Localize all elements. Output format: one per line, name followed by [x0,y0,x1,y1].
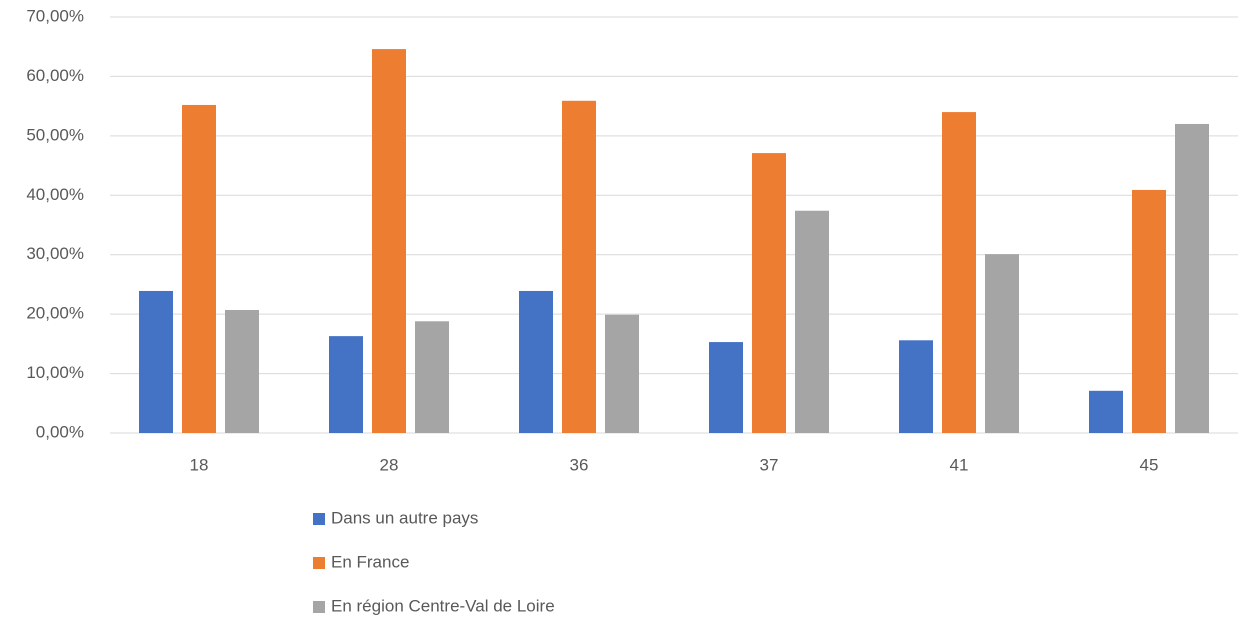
y-tick-label: 0,00% [36,422,84,441]
x-tick-label: 45 [1140,455,1159,474]
legend-swatch [313,557,325,569]
legend-swatch [313,513,325,525]
bar [225,309,259,433]
bar [329,336,363,433]
bar [182,104,216,433]
y-tick-label: 60,00% [26,66,84,85]
bar [942,112,976,433]
bar [372,49,406,433]
y-tick-label: 40,00% [26,185,84,204]
bar [899,340,933,433]
y-tick-label: 20,00% [26,304,84,323]
bar [139,290,173,433]
bar [519,290,553,433]
x-tick-label: 36 [570,455,589,474]
bar [605,314,639,433]
y-tick-label: 70,00% [26,6,84,25]
legend-label: En France [331,552,409,571]
x-tick-label: 37 [760,455,779,474]
bar [709,342,743,433]
bar [1132,189,1166,433]
bar [795,210,829,433]
bar [415,321,449,433]
legend-label: En région Centre-Val de Loire [331,596,555,615]
bar [1089,390,1123,433]
bar [985,254,1019,433]
bar [752,153,786,433]
x-tick-label: 41 [950,455,969,474]
y-tick-label: 50,00% [26,125,84,144]
bar [1175,123,1209,433]
legend-label: Dans un autre pays [331,508,478,527]
y-tick-label: 30,00% [26,244,84,263]
bar [562,100,596,434]
x-tick-label: 18 [190,455,209,474]
legend-swatch [313,601,325,613]
x-tick-label: 28 [380,455,399,474]
y-tick-label: 10,00% [26,363,84,382]
